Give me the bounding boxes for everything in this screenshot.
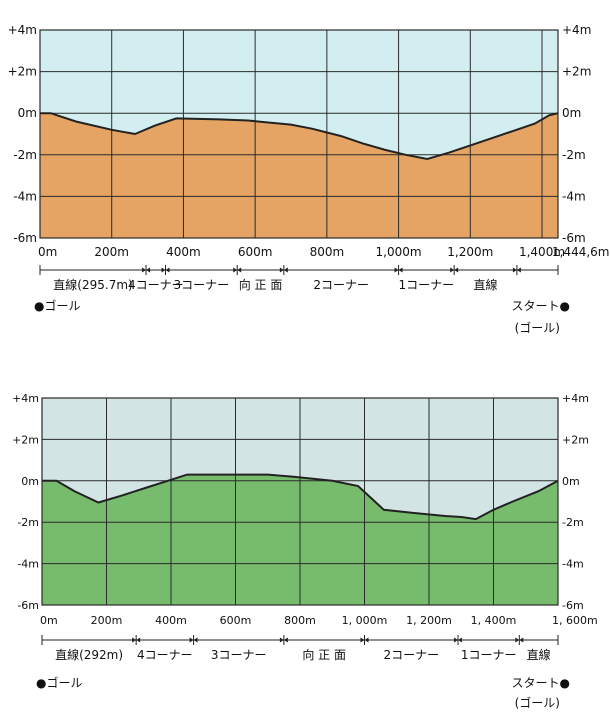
chart-1-start-goal-label: (ゴール) [515, 320, 560, 335]
chart-1-section-arrow [146, 267, 151, 273]
chart-2-elevation-line [42, 473, 559, 521]
chart-2-x-tick-label: 0m [40, 614, 58, 627]
chart-1-y-tick-label-right: 0m [562, 106, 581, 120]
chart-2-y-tick-label-right: +2m [562, 433, 589, 446]
chart-1-y-tick-label-left: -2m [13, 148, 37, 162]
chart-2-section-arrow [515, 637, 520, 643]
chart-1-section-arrow [454, 267, 459, 273]
chart-2-y-tick-label-left: -4m [17, 558, 39, 571]
chart-1-y-tick-label-left: -6m [13, 231, 37, 245]
chart-2-section-label: 直線(292m) [55, 647, 123, 662]
chart-1-section-arrow [233, 267, 238, 273]
chart-2-x-tick-label: 400m [155, 614, 187, 627]
chart-1-y-tick-label-left: +4m [8, 23, 37, 37]
chart-2-y-tick-label-right: -6m [562, 599, 584, 612]
chart-1-start-label: スタート● [512, 299, 570, 313]
chart-2-section-arrow [132, 637, 137, 643]
chart-1-section-arrow [394, 267, 399, 273]
chart-2-start-label: スタート● [512, 676, 570, 690]
chart-1-section-label: 直線(295.7m) [53, 277, 132, 292]
chart-2-plot-frame [41, 397, 559, 606]
chart-1-section-arrow [512, 267, 517, 273]
chart-1-y-tick-label-right: +4m [562, 23, 591, 37]
chart-1-section-label: 4コーナー [128, 278, 184, 292]
chart-2-x-tick-label: 200m [91, 614, 123, 627]
chart-2-y-tick-label-right: -2m [562, 516, 584, 529]
chart-1-x-tick-label: 600m [238, 245, 273, 259]
chart-2-y-tick-label-right: 0m [562, 475, 580, 488]
chart-2-section-arrow [189, 637, 194, 643]
chart-2-x-tick-label: 800m [284, 614, 316, 627]
chart-2-x-tick-label: 1, 400m [471, 614, 517, 627]
chart-2-start-goal-label: (ゴール) [515, 695, 560, 710]
chart-1-section-arrow [283, 267, 288, 273]
chart-2-y-tick-label-right: -4m [562, 558, 584, 571]
chart-1-section-arrow [398, 267, 403, 273]
chart-2-y-tick-label-left: -6m [17, 599, 39, 612]
chart-1-section-arrow [237, 267, 242, 273]
chart-1-section-arrow [165, 267, 170, 273]
chart-1-y-tick-label-right: +2m [562, 65, 591, 79]
chart-2-y-tick-label-left: +2m [12, 433, 39, 446]
chart-2-section-label: 2コーナー [383, 648, 439, 662]
chart-1-section-label: 3コーナー [174, 278, 230, 292]
chart-1-y-tick-label-right: -6m [562, 231, 586, 245]
chart-2-section-label: 1コーナー [461, 648, 517, 662]
chart-1-section-arrow [450, 267, 455, 273]
chart-1-plot-frame [39, 29, 559, 239]
chart-2-section-arrow [193, 637, 198, 643]
chart-2-section-arrow [519, 637, 524, 643]
chart-1-x-tick-label: 200m [94, 245, 129, 259]
chart-1-x-tick-label: 400m [166, 245, 201, 259]
chart-2-section-label: 向 正 面 [302, 647, 346, 662]
chart-2-y-tick-label-left: -2m [17, 516, 39, 529]
chart-1-section-arrow [279, 267, 284, 273]
chart-2-y-tick-label-left: +4m [12, 392, 39, 405]
chart-2-x-tick-label: 1, 000m [342, 614, 388, 627]
chart-2-x-tick-label: 1, 600m [552, 614, 598, 627]
chart-1-section-arrow [161, 267, 166, 273]
chart-1-y-tick-label-left: 0m [18, 106, 37, 120]
chart-1-goal-label: ●ゴール [34, 298, 80, 313]
chart-1-y-tick-label-left: +2m [8, 65, 37, 79]
chart-1-section-label: 2コーナー [313, 278, 369, 292]
chart-1-ground-area [40, 113, 558, 238]
chart-1-y-tick-label-right: -4m [562, 189, 586, 203]
chart-1-x-tick-label: 1,444,6m [552, 245, 610, 259]
chart-2-y-tick-label-right: +4m [562, 392, 589, 405]
chart-1-x-tick-label: 800m [310, 245, 345, 259]
chart-1-y-tick-label-right: -2m [562, 148, 586, 162]
chart-2-section-arrow [279, 637, 284, 643]
chart-2-section-arrow [364, 637, 369, 643]
chart-2-x-tick-label: 600m [220, 614, 252, 627]
chart-1-x-tick-label: 1,000m [376, 245, 422, 259]
chart-1-x-tick-label: 1,200m [447, 245, 493, 259]
chart-1-section-label: 直線 [474, 277, 498, 292]
chart-2-section-arrow [458, 637, 463, 643]
chart-1-y-tick-label-left: -4m [13, 189, 37, 203]
chart-1-x-tick-label: 1,400m [519, 245, 565, 259]
chart-2-x-tick-label: 1, 200m [406, 614, 452, 627]
chart-2-goal-label: ●ゴール [36, 675, 82, 690]
chart-1-section-arrow [516, 267, 521, 273]
chart-2-section-arrow [283, 637, 288, 643]
chart-1-elevation-line [40, 112, 559, 161]
chart-1-x-tick-label: 0m [38, 245, 57, 259]
chart-2-section-arrow [454, 637, 459, 643]
chart-2-y-tick-label-left: 0m [21, 475, 39, 488]
chart-2-section-label: 直線 [527, 647, 551, 662]
chart-1-section-arrow [142, 267, 147, 273]
chart-2-section-label: 4コーナー [137, 648, 193, 662]
chart-1-section-label: 1コーナー [399, 278, 455, 292]
chart-2-section-arrow [360, 637, 365, 643]
chart-1-section-label: 向 正 面 [239, 277, 283, 292]
chart-2-section-label: 3コーナー [211, 648, 267, 662]
chart-2-section-arrow [136, 637, 141, 643]
